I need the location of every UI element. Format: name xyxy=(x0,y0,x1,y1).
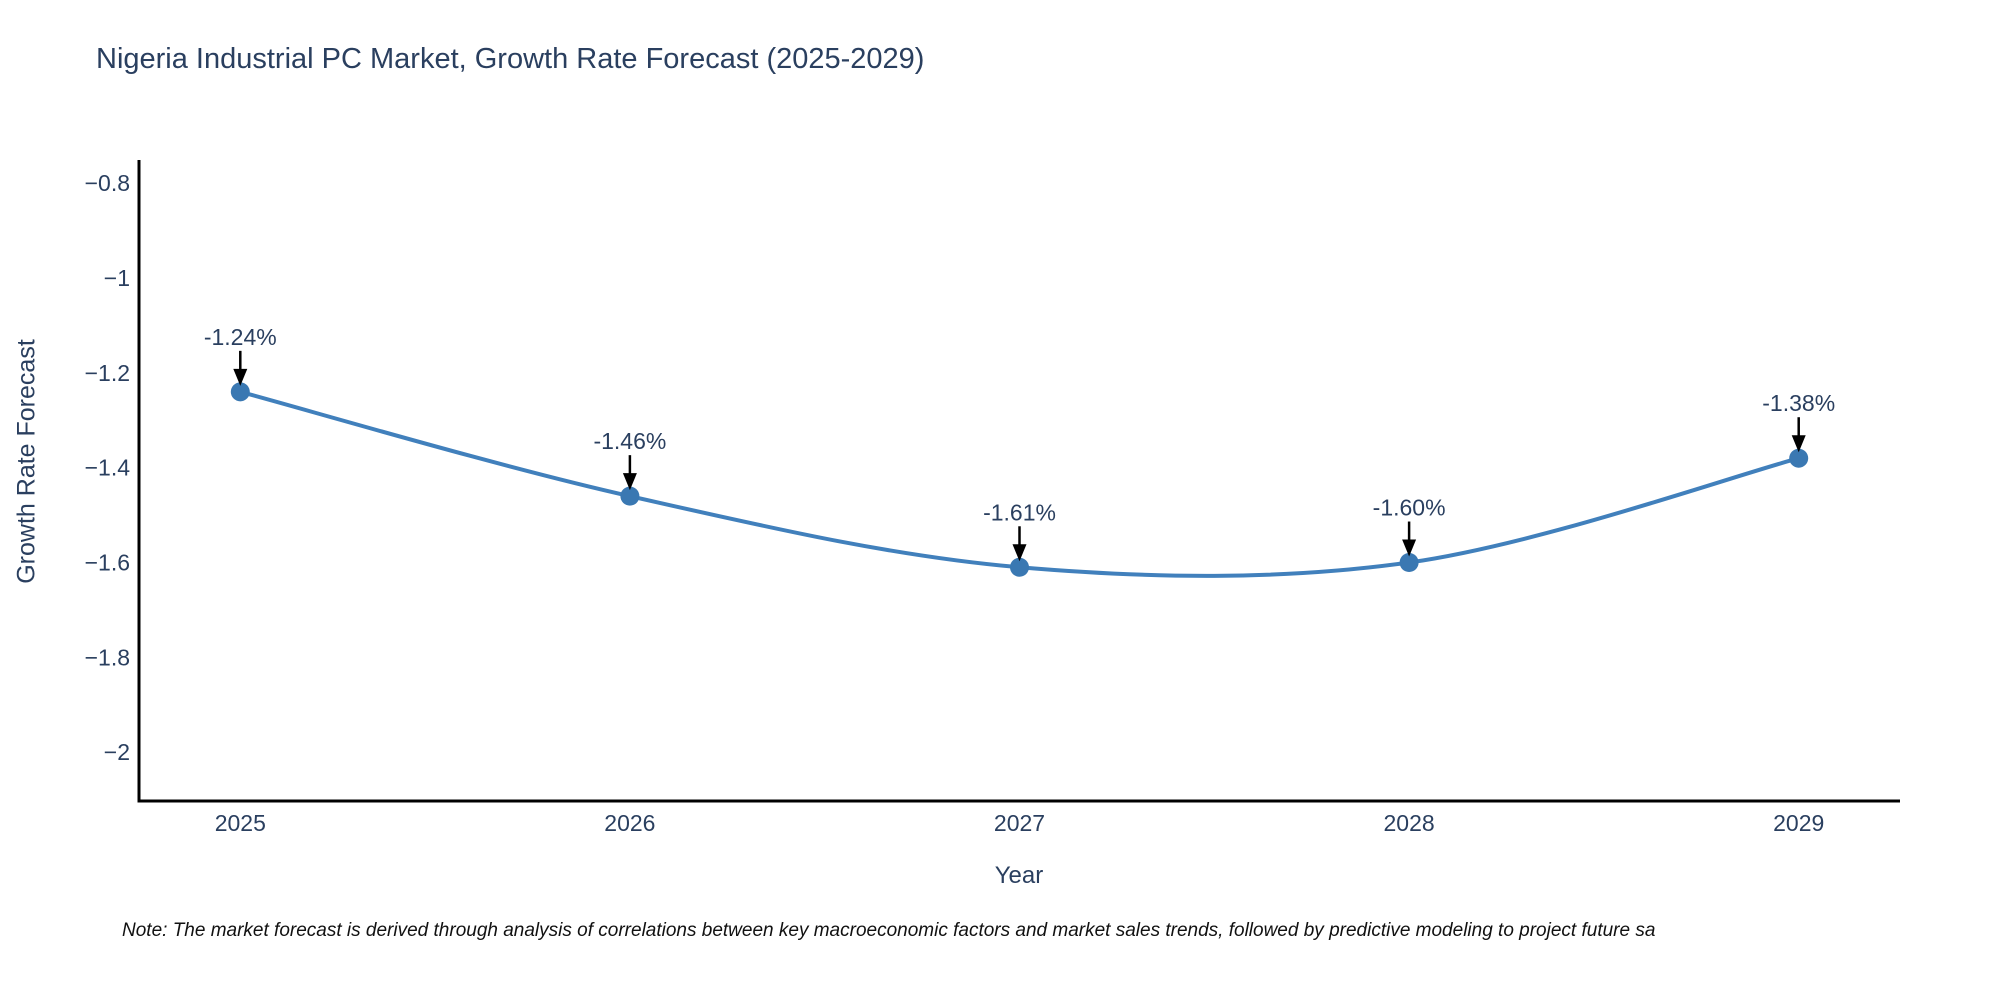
annotation-label: -1.46% xyxy=(593,428,666,454)
data-point-marker xyxy=(1010,557,1029,577)
y-tick-label: −1.4 xyxy=(85,455,131,481)
data-point-marker xyxy=(620,486,640,506)
data-point-marker xyxy=(1399,553,1419,573)
y-tick-label: −1 xyxy=(104,265,130,291)
y-tick-label: −2 xyxy=(104,739,130,765)
y-tick-label: −0.8 xyxy=(85,170,130,196)
annotation-arrowhead-icon xyxy=(1012,544,1027,562)
x-tick-label: 2026 xyxy=(604,810,655,836)
annotation-label: -1.61% xyxy=(983,499,1056,525)
y-tick-label: −1.6 xyxy=(85,550,130,576)
x-tick-label: 2029 xyxy=(1773,810,1824,836)
annotation-arrowhead-icon xyxy=(233,368,248,386)
data-point-marker xyxy=(1789,448,1809,468)
annotation-arrowhead-icon xyxy=(1791,435,1806,453)
y-tick-label: −1.2 xyxy=(85,360,130,386)
annotation-label: -1.24% xyxy=(204,324,277,350)
annotation-label: -1.38% xyxy=(1762,390,1835,416)
x-tick-label: 2028 xyxy=(1384,810,1435,836)
x-tick-label: 2025 xyxy=(215,810,266,836)
annotation-label: -1.60% xyxy=(1373,495,1446,521)
y-tick-label: −1.8 xyxy=(85,644,130,670)
chart-title: Nigeria Industrial PC Market, Growth Rat… xyxy=(96,43,925,75)
annotation-arrowhead-icon xyxy=(622,473,637,491)
x-tick-label: 2027 xyxy=(994,810,1045,836)
annotation-arrowhead-icon xyxy=(1402,539,1417,557)
data-point-marker xyxy=(230,382,250,402)
footnote: Note: The market forecast is derived thr… xyxy=(122,920,1656,941)
x-axis-label: Year xyxy=(994,862,1044,889)
